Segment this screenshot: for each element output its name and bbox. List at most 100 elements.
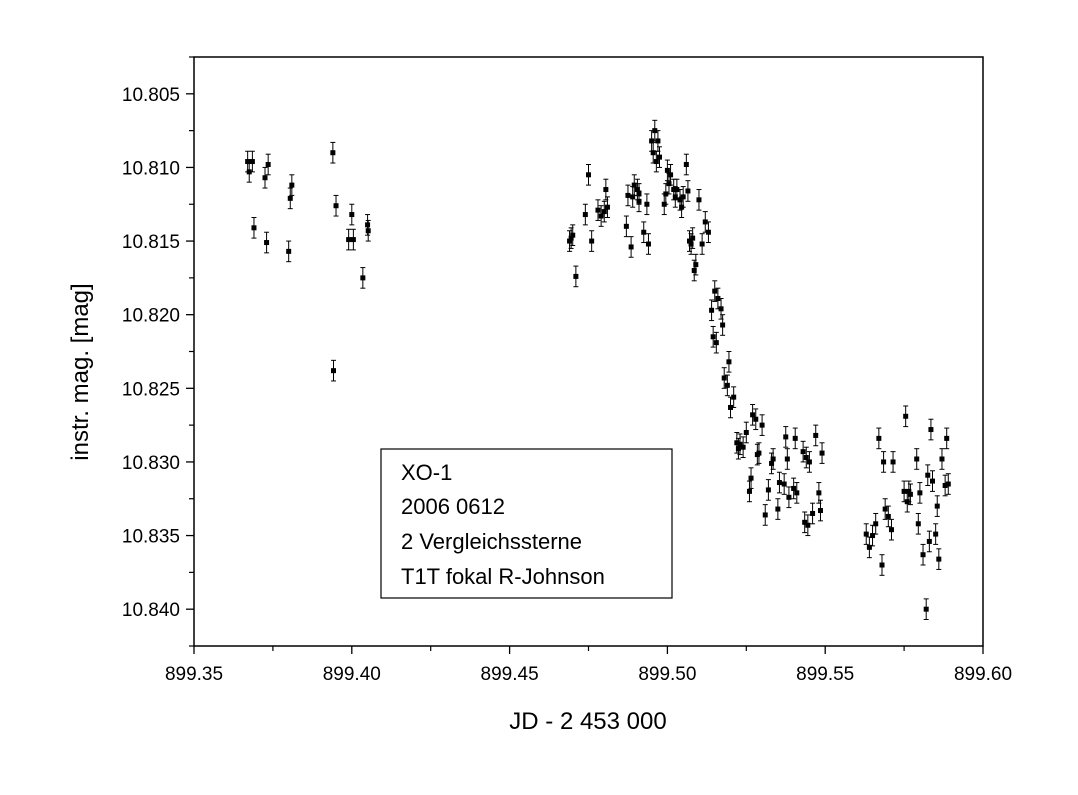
data-point: [802, 511, 808, 534]
y-tick-label: 10.810: [122, 158, 180, 179]
point-marker: [246, 169, 252, 175]
point-marker: [735, 446, 741, 452]
data-point: [737, 433, 743, 456]
data-point: [783, 426, 789, 448]
data-point: [349, 203, 355, 226]
data-point: [784, 448, 790, 470]
point-marker: [333, 203, 339, 209]
data-point: [806, 451, 812, 473]
point-marker: [770, 456, 776, 462]
data-point: [876, 427, 882, 450]
annotation-frame: [380, 448, 673, 599]
point-marker: [750, 412, 756, 418]
point-marker: [759, 422, 765, 428]
data-point: [709, 299, 715, 322]
point-marker: [791, 485, 797, 491]
data-point: [598, 205, 604, 227]
data-point: [885, 505, 891, 528]
data-point: [803, 446, 809, 469]
x-tick-label: 899.55: [796, 664, 854, 685]
y-tick-label: 10.805: [122, 85, 180, 106]
data-point: [631, 174, 637, 196]
data-point: [625, 184, 631, 207]
data-point: [636, 190, 642, 213]
point-marker: [775, 506, 781, 512]
point-marker: [907, 491, 913, 497]
point-marker: [604, 204, 610, 210]
point-marker: [743, 429, 749, 435]
point-marker: [657, 154, 663, 160]
data-point: [786, 486, 792, 509]
point-marker: [737, 441, 743, 447]
data-point: [570, 224, 576, 246]
data-point: [813, 424, 819, 447]
data-point: [915, 512, 921, 535]
point-marker: [628, 244, 634, 250]
point-marker: [746, 488, 752, 494]
data-point: [251, 217, 257, 239]
data-point: [628, 236, 634, 258]
data-point: [907, 483, 913, 506]
point-marker: [923, 606, 929, 612]
y-tick-label: 10.815: [122, 232, 180, 253]
point-marker: [786, 494, 792, 500]
point-marker: [589, 238, 595, 244]
data-point: [923, 598, 929, 620]
data-point: [810, 502, 816, 525]
y-axis-title: instr. mag. [mag]: [67, 283, 94, 460]
data-point: [928, 418, 934, 441]
data-point: [333, 194, 339, 217]
point-marker: [813, 432, 819, 438]
point-marker: [866, 544, 872, 550]
point-marker: [330, 368, 336, 374]
data-point: [641, 221, 647, 244]
point-marker: [601, 209, 607, 215]
point-marker: [262, 175, 268, 181]
point-marker: [249, 159, 255, 165]
point-marker: [925, 472, 931, 478]
point-marker: [805, 522, 811, 528]
point-marker: [945, 481, 951, 487]
point-marker: [817, 508, 823, 514]
data-point: [623, 215, 629, 238]
data-point: [750, 404, 756, 426]
point-marker: [586, 172, 591, 178]
point-marker: [756, 450, 762, 456]
point-marker: [888, 527, 894, 533]
data-point: [699, 233, 705, 255]
point-marker: [765, 487, 771, 493]
data-point: [930, 470, 936, 492]
point-marker: [686, 238, 692, 244]
data-point: [365, 219, 371, 242]
point-marker: [734, 440, 740, 446]
y-tick-label: 10.835: [122, 527, 180, 548]
data-point: [287, 187, 293, 210]
point-marker: [672, 194, 678, 200]
point-marker: [582, 212, 588, 218]
data-point: [330, 359, 336, 382]
data-point: [683, 153, 689, 176]
data-point: [350, 228, 356, 251]
point-marker: [664, 167, 670, 173]
data-point: [781, 473, 787, 495]
point-marker: [784, 456, 790, 462]
data-point: [645, 233, 651, 255]
data-point: [944, 427, 950, 450]
point-marker: [794, 490, 800, 496]
data-point: [726, 351, 732, 373]
annotation-line-1: XO-1: [401, 460, 452, 485]
point-marker: [882, 506, 888, 512]
point-marker: [876, 435, 882, 441]
y-tick-label: 10.840: [122, 600, 180, 621]
data-point: [792, 427, 798, 450]
data-point: [346, 228, 352, 251]
point-marker: [289, 182, 295, 188]
data-point: [696, 189, 702, 211]
point-marker: [728, 404, 734, 410]
data-point: [933, 523, 939, 545]
point-marker: [713, 340, 719, 346]
data-point: [720, 314, 726, 336]
data-point: [690, 227, 696, 249]
point-marker: [802, 519, 808, 525]
